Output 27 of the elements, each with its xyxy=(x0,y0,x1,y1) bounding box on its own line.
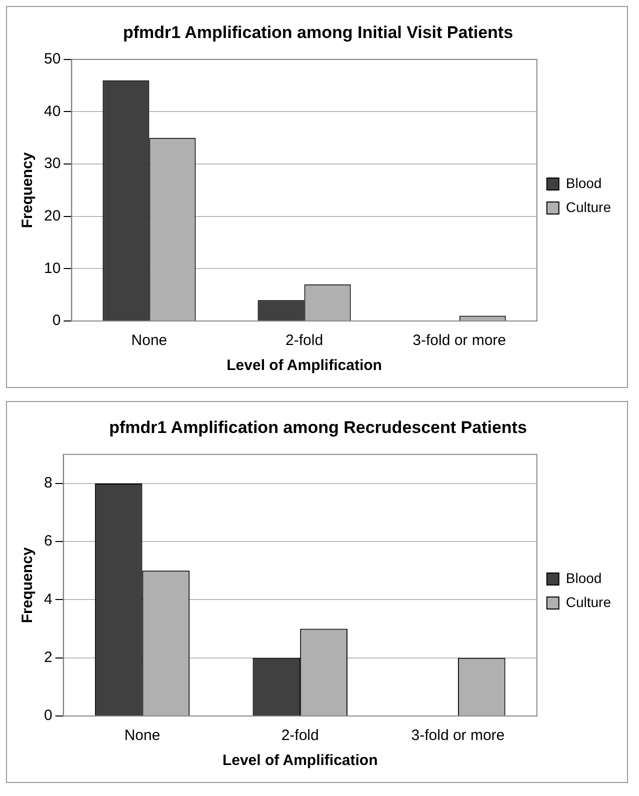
x-axis-title: Level of Amplification xyxy=(222,752,378,770)
legend-label: Culture xyxy=(566,198,612,215)
y-tick-label: 40 xyxy=(44,102,61,120)
y-axis-title: Frequency xyxy=(19,546,36,624)
x-tick-label: 3-fold or more xyxy=(412,332,506,350)
x-tick-label: None xyxy=(131,332,168,350)
chart-title: pfmdr1 Amplification among Recrudescent Patients xyxy=(109,418,527,437)
legend-label: Culture xyxy=(566,594,612,610)
y-tick-label: 0 xyxy=(44,707,52,724)
x-tick-label: 3-fold or more xyxy=(411,727,505,744)
y-tick-label: 4 xyxy=(44,590,52,608)
y-tick-label: 30 xyxy=(44,155,61,172)
x-axis-title: Level of Amplification xyxy=(226,357,382,374)
y-axis-title: Frequency xyxy=(19,152,36,228)
x-tick-label: 2-fold xyxy=(281,727,319,744)
legend-label: Blood xyxy=(566,174,602,191)
chart-title: pfmdr1 Amplification among Initial Visit Patients xyxy=(122,22,514,42)
y-tick-label: 2 xyxy=(44,649,52,666)
x-tick-label: 2-fold xyxy=(286,332,324,350)
y-tick-label: 10 xyxy=(44,260,61,277)
y-tick-label: 6 xyxy=(44,532,52,550)
y-tick-label: 8 xyxy=(44,474,52,492)
y-tick-label: 20 xyxy=(44,208,61,224)
legend-label: Blood xyxy=(566,570,602,586)
x-tick-label: None xyxy=(124,727,160,744)
y-tick-label: 0 xyxy=(52,312,61,330)
y-tick-label: 50 xyxy=(44,50,61,68)
